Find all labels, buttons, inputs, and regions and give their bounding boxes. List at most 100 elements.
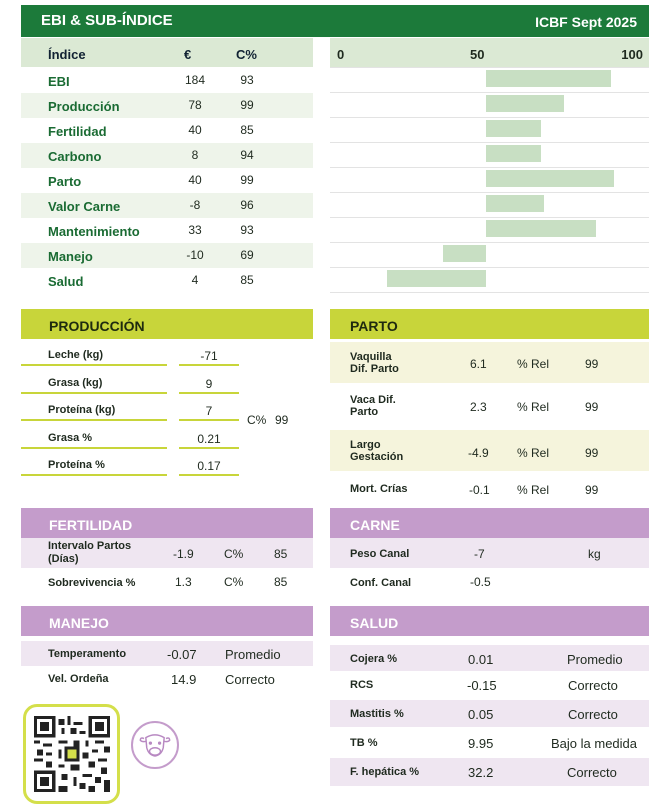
row-rel: 96: [240, 198, 254, 212]
item-rel: 99: [585, 400, 599, 414]
table-row: Mantenimiento 33 93: [21, 218, 313, 243]
item-label: Vel. Ordeña: [48, 673, 109, 685]
item-label: Grasa (kg): [21, 377, 167, 394]
item-value: 0.17: [179, 459, 239, 476]
item-value: -0.5: [470, 575, 491, 589]
row-euro: -8: [189, 198, 201, 212]
list-item: Mastitis % 0.05 Correcto: [330, 700, 649, 727]
table-row: Salud 4 85: [21, 268, 313, 293]
row-name: Valor Carne: [48, 199, 121, 214]
list-item: Intervalo Partos (Días) -1.9 C% 85: [21, 538, 313, 568]
item-rating: Bajo la medida: [551, 736, 637, 751]
item-value: 9.95: [468, 736, 494, 751]
list-item: Cojera % 0.01 Promedio: [330, 645, 649, 671]
item-value: 1.3: [175, 575, 192, 589]
chart-bar: [486, 145, 542, 162]
section-title: PRODUCCIÓN: [49, 318, 145, 334]
list-item: Vel. Ordeña 14.9 Correcto: [21, 667, 313, 692]
section-title: SALUD: [350, 615, 399, 631]
item-label: Cojera %: [350, 653, 398, 665]
chart-gridline: [330, 267, 649, 268]
chart-gridline: [330, 92, 649, 93]
chart-bar: [486, 95, 565, 112]
item-rating: Correcto: [567, 765, 617, 780]
row-euro: 184: [184, 73, 206, 87]
chart-gridline: [330, 117, 649, 118]
chart-gridline: [330, 142, 649, 143]
row-rel: 85: [240, 273, 254, 287]
item-label: RCS: [350, 679, 374, 691]
item-label: Conf. Canal: [350, 577, 412, 589]
item-value: -0.07: [167, 647, 197, 662]
list-item: Mort. Crías -0.1 % Rel 99: [330, 475, 649, 503]
list-item: Proteína % 0.17: [21, 459, 251, 479]
table-row: Valor Carne -8 96: [21, 193, 313, 218]
chart-bar: [486, 70, 611, 87]
item-rel: 85: [274, 547, 288, 561]
item-value: -71: [179, 349, 239, 366]
chart-bar: [387, 270, 486, 287]
item-label: Leche (kg): [21, 349, 167, 366]
row-name: Parto: [48, 174, 82, 189]
item-label: Vaquilla Dif. Parto: [350, 351, 399, 375]
item-rel: 85: [274, 575, 288, 589]
list-item: Temperamento -0.07 Promedio: [21, 641, 313, 666]
chart-axis-header: 0 50 100: [330, 38, 649, 67]
row-rel: 94: [240, 148, 254, 162]
row-name: EBI: [48, 74, 70, 89]
item-rating: Promedio: [567, 652, 623, 667]
item-value: 7: [179, 404, 239, 421]
qr-code-icon[interactable]: [23, 704, 120, 804]
chart-bar: [486, 195, 544, 212]
item-label: TB %: [350, 737, 378, 749]
row-rel: 93: [240, 223, 254, 237]
list-item: Proteína (kg) 7: [21, 404, 251, 424]
list-item: Grasa (kg) 9: [21, 377, 251, 397]
chart-bar: [486, 170, 614, 187]
row-euro: 8: [191, 148, 199, 162]
item-unit: kg: [588, 547, 601, 561]
item-label: Temperamento: [48, 648, 127, 660]
table-row: Manejo -10 69: [21, 243, 313, 268]
section-title: MANEJO: [49, 615, 109, 631]
report-title: EBI & SUB-ÍNDICE: [41, 12, 173, 29]
tick-label: 100: [621, 47, 643, 62]
section-header-fertilidad: FERTILIDAD: [21, 508, 313, 538]
section-header-salud: SALUD: [330, 606, 649, 636]
item-value: 9: [179, 377, 239, 394]
item-label: Vaca Dif. Parto: [350, 394, 396, 418]
chart-bar: [486, 220, 597, 237]
section-header-carne: CARNE: [330, 508, 649, 538]
item-rating: Promedio: [225, 647, 281, 662]
item-value: 0.21: [179, 432, 239, 449]
col-index: Índice: [48, 47, 86, 62]
rel-value: 99: [275, 413, 289, 427]
report-header: EBI & SUB-ÍNDICE ICBF Sept 2025: [21, 5, 649, 37]
item-label: F. hepática %: [350, 766, 420, 778]
section-header-produccion: PRODUCCIÓN: [21, 309, 313, 339]
table-row: Producción 78 99: [21, 93, 313, 118]
row-rel: 85: [240, 123, 254, 137]
table-row: Fertilidad 40 85: [21, 118, 313, 143]
table-row: EBI 184 93: [21, 68, 313, 93]
item-value: -0.1: [469, 483, 490, 497]
item-unit: % Rel: [517, 446, 550, 460]
row-euro: 40: [188, 123, 202, 137]
chart-bar: [486, 120, 542, 137]
item-label: Mort. Crías: [350, 483, 408, 495]
row-name: Carbono: [48, 149, 102, 164]
row-euro: 40: [188, 173, 202, 187]
item-unit: % Rel: [517, 483, 550, 497]
table-row: Carbono 8 94: [21, 143, 313, 168]
row-rel: 99: [240, 173, 254, 187]
list-item: Grasa % 0.21: [21, 432, 251, 452]
item-value: 0.01: [468, 652, 494, 667]
list-item: RCS -0.15 Correcto: [330, 672, 649, 698]
item-label: Mastitis %: [350, 708, 404, 720]
col-euro: €: [184, 47, 192, 62]
item-unit: C%: [224, 547, 244, 561]
row-rel: 93: [240, 73, 254, 87]
item-value: -0.15: [467, 678, 497, 693]
item-label: Peso Canal: [350, 548, 410, 560]
tick-label: 0: [337, 47, 345, 62]
